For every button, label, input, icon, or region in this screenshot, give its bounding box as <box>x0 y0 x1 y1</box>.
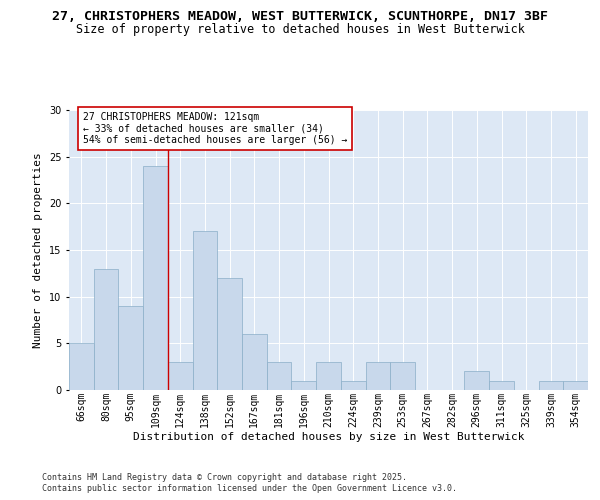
Bar <box>292 380 316 390</box>
Text: Contains public sector information licensed under the Open Government Licence v3: Contains public sector information licen… <box>42 484 457 493</box>
Bar <box>316 362 341 390</box>
Bar <box>118 306 143 390</box>
Text: Size of property relative to detached houses in West Butterwick: Size of property relative to detached ho… <box>76 22 524 36</box>
X-axis label: Distribution of detached houses by size in West Butterwick: Distribution of detached houses by size … <box>133 432 524 442</box>
Bar <box>242 334 267 390</box>
Bar <box>489 380 514 390</box>
Bar <box>94 268 118 390</box>
Text: Contains HM Land Registry data © Crown copyright and database right 2025.: Contains HM Land Registry data © Crown c… <box>42 472 407 482</box>
Bar <box>193 232 217 390</box>
Bar <box>168 362 193 390</box>
Text: 27, CHRISTOPHERS MEADOW, WEST BUTTERWICK, SCUNTHORPE, DN17 3BF: 27, CHRISTOPHERS MEADOW, WEST BUTTERWICK… <box>52 10 548 23</box>
Y-axis label: Number of detached properties: Number of detached properties <box>34 152 43 348</box>
Bar <box>365 362 390 390</box>
Bar <box>390 362 415 390</box>
Bar <box>563 380 588 390</box>
Bar <box>69 344 94 390</box>
Text: 27 CHRISTOPHERS MEADOW: 121sqm
← 33% of detached houses are smaller (34)
54% of : 27 CHRISTOPHERS MEADOW: 121sqm ← 33% of … <box>83 112 347 145</box>
Bar <box>341 380 365 390</box>
Bar <box>464 372 489 390</box>
Bar <box>143 166 168 390</box>
Bar <box>217 278 242 390</box>
Bar <box>539 380 563 390</box>
Bar <box>267 362 292 390</box>
